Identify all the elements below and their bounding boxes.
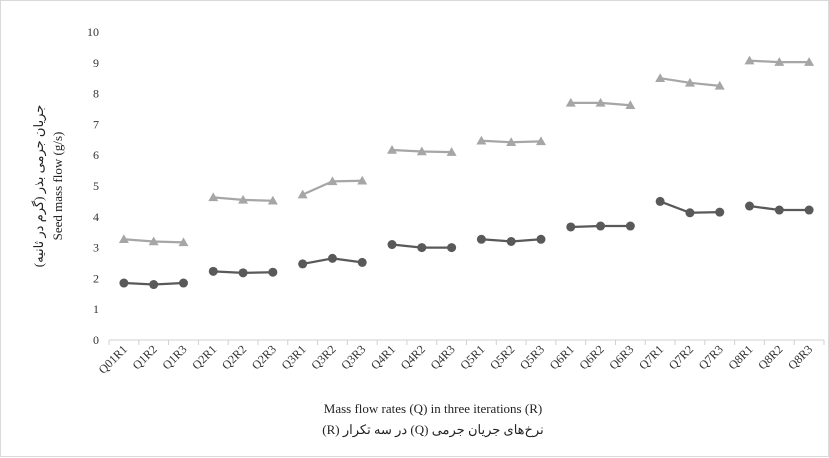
x-tick-label: Q5R2: [487, 342, 517, 372]
y-tick-label: 1: [93, 302, 99, 316]
x-tick-label: Q6R3: [606, 342, 636, 372]
data-point-circle: [685, 208, 695, 218]
data-point-triangle: [595, 97, 606, 107]
data-point-circle: [417, 243, 427, 253]
data-point-triangle: [476, 135, 487, 145]
x-tick-label: Q4R2: [398, 342, 428, 372]
x-tick-label: Q2R3: [249, 342, 279, 372]
data-point-circle: [596, 221, 606, 231]
x-tick-label: Q5R3: [517, 342, 547, 372]
data-point-circle: [625, 221, 635, 231]
y-tick-label: 6: [93, 148, 99, 162]
data-point-circle: [327, 253, 337, 263]
data-point-triangle: [148, 236, 159, 246]
series-2: [118, 55, 815, 247]
data-point-circle: [268, 267, 278, 277]
x-axis-ticks: Q01R1 Q1R2 Q1R3 Q2R1 Q2R2 Q2R3 Q3R1 Q3R2 Q3R3 Q4R…: [96, 340, 825, 377]
data-point-triangle: [118, 234, 129, 244]
data-point-triangle: [565, 97, 576, 107]
data-point-triangle: [625, 100, 636, 110]
data-point-circle: [238, 268, 248, 278]
x-tick-label: Q3R1: [279, 342, 309, 372]
y-tick-label: 4: [93, 210, 99, 224]
data-point-triangle: [506, 137, 517, 147]
y-axis-title-persian: جریان جرمی بذر (گرم در ثانیه): [31, 105, 47, 268]
data-point-triangle: [208, 192, 219, 202]
y-tick-label: 3: [93, 241, 99, 255]
x-tick-label: Q8R1: [725, 342, 755, 372]
data-point-triangle: [238, 194, 249, 204]
x-tick-label: Q4R3: [428, 342, 458, 372]
x-tick-label: Q2R2: [219, 342, 249, 372]
data-point-triangle: [357, 175, 368, 185]
data-point-triangle: [535, 136, 546, 146]
data-point-triangle: [804, 57, 815, 66]
data-point-circle: [119, 278, 129, 288]
x-tick-label: Q7R3: [696, 342, 726, 372]
x-tick-label: Q2R1: [189, 342, 219, 372]
data-point-circle: [178, 278, 188, 288]
data-point-circle: [566, 222, 576, 232]
data-point-circle: [447, 243, 457, 253]
data-point-circle: [208, 266, 218, 276]
data-point-circle: [298, 259, 308, 269]
series-layer: [118, 55, 815, 290]
x-tick-label: Q8R2: [755, 342, 785, 372]
x-tick-label: Q3R2: [308, 342, 338, 372]
data-point-circle: [804, 205, 814, 215]
x-tick-label: Q7R1: [636, 342, 666, 372]
data-point-triangle: [774, 57, 785, 66]
x-tick-label: Q3R3: [338, 342, 368, 372]
x-tick-label: Q1R3: [159, 342, 189, 372]
data-point-triangle: [267, 195, 278, 205]
y-tick-label: 8: [93, 87, 99, 101]
y-axis-title: Seed mass flow (g/s): [50, 132, 65, 241]
y-tick-label: 2: [93, 271, 99, 285]
data-point-triangle: [446, 147, 457, 156]
y-tick-label: 10: [87, 25, 99, 39]
y-axis-ticks: 0 1 2 3 4 5 6 7 8 9 10: [87, 25, 99, 347]
y-tick-label: 0: [93, 333, 99, 347]
data-point-triangle: [714, 80, 725, 90]
data-point-circle: [536, 234, 546, 244]
data-point-circle: [655, 196, 665, 206]
x-tick-label: Q6R2: [577, 342, 607, 372]
data-point-triangle: [387, 144, 398, 154]
x-tick-label: Q8R3: [785, 342, 815, 372]
data-point-triangle: [744, 55, 755, 65]
y-tick-label: 5: [93, 179, 99, 193]
data-point-circle: [149, 280, 159, 290]
x-tick-label: Q01R1: [96, 342, 130, 376]
data-point-circle: [357, 257, 367, 267]
x-axis-title: Mass flow rates (Q) in three iterations …: [324, 401, 542, 416]
data-point-circle: [715, 207, 725, 217]
x-tick-label: Q1R2: [130, 342, 160, 372]
data-point-triangle: [327, 176, 338, 186]
x-tick-label: Q7R2: [666, 342, 696, 372]
data-point-circle: [774, 205, 784, 215]
data-point-circle: [387, 240, 397, 250]
data-point-circle: [476, 234, 486, 244]
x-tick-label: Q4R1: [368, 342, 398, 372]
y-tick-label: 7: [93, 117, 99, 131]
x-tick-label: Q6R1: [547, 342, 577, 372]
data-point-triangle: [416, 146, 427, 156]
data-point-triangle: [655, 73, 666, 82]
x-axis-title-persian: نرخ‌های جریان جرمی (Q) در سه تکرار (R): [322, 422, 543, 438]
x-tick-label: Q5R1: [457, 342, 487, 372]
data-point-triangle: [684, 77, 695, 87]
y-tick-label: 9: [93, 56, 99, 70]
data-point-circle: [506, 236, 516, 246]
data-point-circle: [745, 201, 755, 211]
data-point-triangle: [178, 237, 189, 247]
series-1: [119, 196, 814, 290]
data-point-triangle: [297, 189, 308, 199]
